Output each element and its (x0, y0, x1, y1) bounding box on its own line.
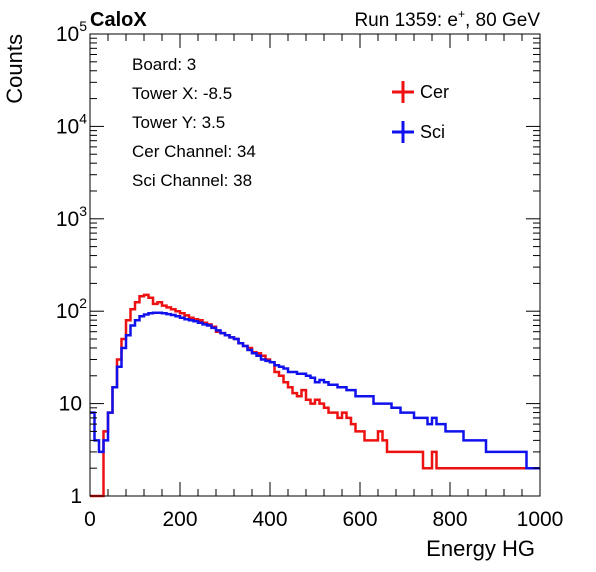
x-tick-label: 400 (252, 508, 287, 531)
info-line-cer-channel: Cer Channel: 34 (132, 142, 256, 161)
run-label-text: Run 1359: e (354, 10, 458, 31)
run-label: Run 1359: e+, 80 GeV (354, 7, 540, 31)
series-layer (90, 293, 540, 498)
series-sci-line (90, 311, 540, 470)
y-tick-label: 102 (56, 295, 87, 323)
y-axis-title: Counts (2, 34, 27, 104)
x-tick-label: 1000 (517, 508, 564, 531)
series-cer-line (90, 293, 540, 498)
y-tick-label: 103 (56, 203, 87, 231)
info-box: Board: 3 Tower X: -8.5 Tower Y: 3.5 Cer … (120, 44, 360, 199)
y-tick-label: 1 (70, 485, 82, 508)
info-line-tower-y: Tower Y: 3.5 (132, 113, 225, 132)
run-label-suffix: , 80 GeV (465, 10, 540, 31)
plot-frame (89, 33, 541, 497)
x-tick-label: 800 (432, 508, 467, 531)
run-particle-sup: + (458, 7, 465, 21)
y-tick-label: 105 (56, 18, 87, 46)
legend-sci-label: Sci (420, 122, 445, 142)
brand-label: CaloX (90, 9, 147, 31)
legend: Cer Sci (392, 81, 449, 143)
info-box-background (120, 44, 360, 199)
info-line-tower-x: Tower X: -8.5 (132, 84, 232, 103)
y-tick-label: 104 (56, 110, 87, 138)
x-tick-label: 200 (162, 508, 197, 531)
axes-layer: 0 200 400 600 800 1000 1 10 102 103 104 105 (56, 18, 564, 531)
x-tick-label: 0 (84, 508, 96, 531)
info-line-board: Board: 3 (132, 55, 196, 74)
legend-cer-label: Cer (420, 82, 449, 102)
x-tick-label: 600 (342, 508, 377, 531)
x-axis-title: Energy HG (426, 536, 535, 561)
y-tick-label: 10 (59, 393, 82, 416)
info-line-sci-channel: Sci Channel: 38 (132, 171, 252, 190)
